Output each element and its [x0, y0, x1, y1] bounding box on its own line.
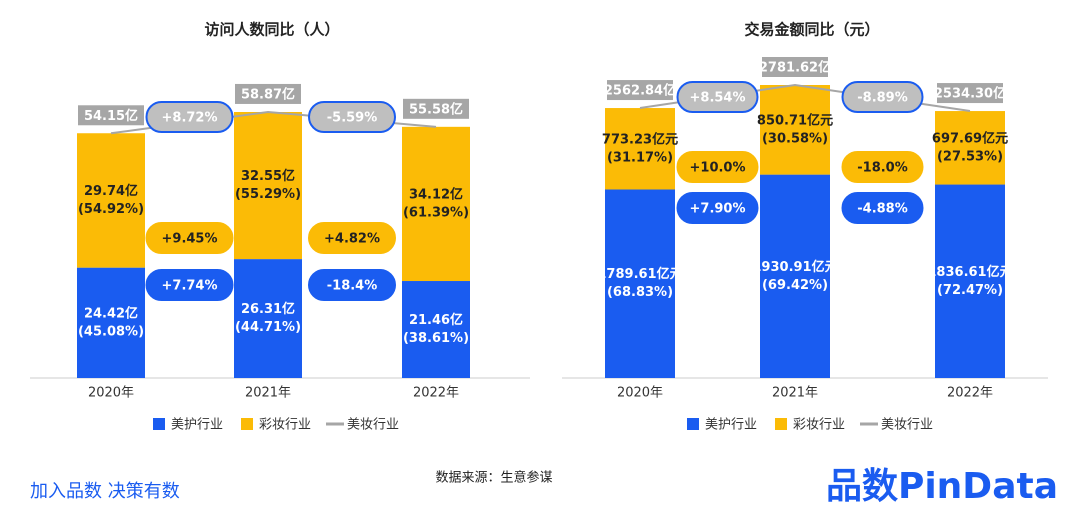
x-tick-label: 2021年 [245, 386, 291, 401]
legend-swatch [153, 418, 165, 430]
growth-bubble [308, 222, 396, 254]
chart-title: 访问人数同比（人） [204, 21, 339, 39]
share-label: (54.92%) [78, 202, 144, 217]
legend-swatch [775, 418, 787, 430]
source: 数据来源：生意参谋 [435, 470, 552, 486]
x-tick-label: 2020年 [88, 386, 134, 401]
share-label: (31.17%) [607, 150, 673, 165]
value-label: 697.69亿元 [932, 130, 1008, 146]
bar-segment [605, 189, 675, 378]
share-label: (55.29%) [235, 187, 301, 202]
growth-label: -18.0% [857, 161, 908, 176]
bar-segment [402, 281, 470, 378]
growth-label: -4.88% [857, 202, 908, 217]
growth-label: +8.72% [162, 111, 218, 126]
growth-label: +7.90% [690, 202, 746, 217]
value-label: 1930.91亿元 [752, 259, 837, 275]
value-label: 24.42亿 [84, 305, 138, 321]
growth-bubble [841, 192, 924, 224]
share-label: (68.83%) [607, 285, 673, 300]
legend-label: 美护行业 [705, 418, 757, 433]
total-label: 2781.62亿 [759, 60, 831, 76]
growth-bubble [841, 151, 924, 183]
growth-label: +10.0% [690, 161, 746, 176]
growth-bubble [841, 81, 924, 113]
growth-bubble [308, 101, 396, 133]
legend-swatch [687, 418, 699, 430]
legend-label: 美护行业 [171, 418, 223, 433]
bar-segment [935, 184, 1005, 378]
total-label-box [607, 80, 673, 101]
total-label: 55.58亿 [409, 101, 463, 117]
share-label: (69.42%) [762, 278, 828, 293]
legend-label: 美妆行业 [347, 418, 399, 433]
bar-segment [234, 259, 302, 378]
share-label: (44.71%) [235, 320, 301, 335]
bar-segment [935, 111, 1005, 185]
x-tick-label: 2021年 [772, 386, 818, 401]
growth-bubble [676, 192, 759, 224]
value-label: 850.71亿元 [757, 112, 833, 128]
total-label: 2534.30亿 [934, 86, 1006, 102]
value-label: 29.74亿 [84, 183, 138, 199]
growth-bubble [145, 222, 234, 254]
growth-label: -18.4% [327, 279, 378, 294]
growth-bubble [676, 81, 759, 113]
total-label-box [762, 57, 828, 77]
slogan: 加入品数 决策有数 [30, 481, 180, 502]
total-label: 54.15亿 [84, 108, 138, 124]
bar-segment [605, 108, 675, 190]
value-label: 32.55亿 [241, 168, 295, 184]
share-label: (45.08%) [78, 324, 144, 339]
share-label: (72.47%) [937, 283, 1003, 298]
x-tick-label: 2022年 [947, 386, 993, 401]
value-label: 21.46亿 [409, 312, 463, 328]
legend-label: 彩妆行业 [259, 418, 311, 433]
legend-label: 彩妆行业 [793, 418, 845, 433]
total-label: 58.87亿 [241, 86, 295, 102]
value-label: 1836.61亿元 [927, 264, 1012, 280]
bar-segment [77, 267, 145, 378]
total-label-box [403, 98, 469, 119]
x-tick-label: 2022年 [413, 386, 459, 401]
growth-bubble [308, 269, 396, 301]
growth-label: +8.54% [690, 91, 746, 106]
value-label: 26.31亿 [241, 301, 295, 317]
growth-bubble [676, 151, 759, 183]
total-label: 2562.84亿 [604, 83, 676, 99]
growth-label: +4.82% [324, 232, 380, 247]
chart-title: 交易金额同比（元） [744, 21, 879, 39]
growth-bubble [145, 269, 234, 301]
share-label: (30.58%) [762, 131, 828, 146]
growth-label: +7.74% [162, 279, 218, 294]
value-label: 1789.61亿元 [597, 266, 682, 282]
value-label: 34.12亿 [409, 186, 463, 202]
total-label-box [937, 83, 1003, 104]
logo: 品数PinData [826, 466, 1058, 507]
growth-label: -5.59% [327, 111, 378, 126]
share-label: (61.39%) [403, 205, 469, 220]
bar-segment [234, 112, 302, 260]
legend-label: 美妆行业 [881, 418, 933, 433]
share-label: (38.61%) [403, 331, 469, 346]
growth-bubble [145, 101, 234, 133]
growth-label: -8.89% [857, 91, 908, 106]
growth-label: +9.45% [162, 232, 218, 247]
bar-segment [760, 174, 830, 378]
bar-segment [77, 133, 145, 268]
total-label-box [78, 105, 144, 126]
bar-segment [402, 126, 470, 282]
bar-segment [760, 85, 830, 175]
share-label: (27.53%) [937, 149, 1003, 164]
x-tick-label: 2020年 [617, 386, 663, 401]
value-label: 773.23亿元 [602, 131, 678, 147]
legend-swatch [241, 418, 253, 430]
total-label-box [235, 83, 301, 104]
